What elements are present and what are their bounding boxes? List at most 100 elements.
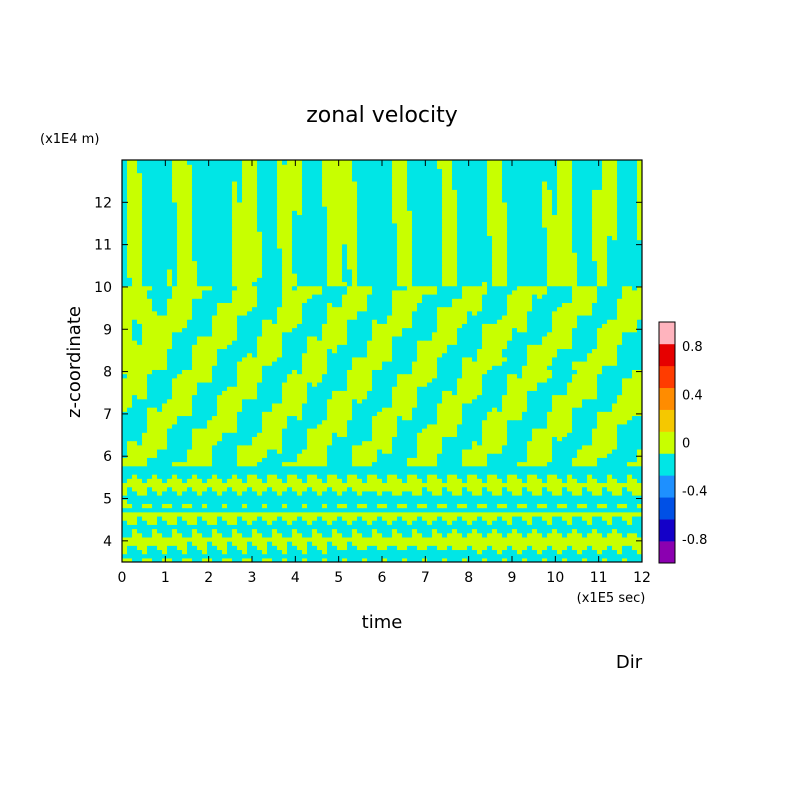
heatmap-cell — [202, 457, 208, 463]
heatmap-cell — [197, 549, 203, 555]
heatmap-cell — [342, 557, 348, 562]
heatmap-cell — [207, 428, 213, 433]
heatmap-cell — [502, 511, 508, 517]
heatmap-cell — [347, 557, 353, 562]
heatmap-cell — [122, 365, 128, 370]
heatmap-cell — [527, 361, 533, 366]
heatmap-cell — [287, 545, 293, 551]
heatmap-cell — [257, 553, 263, 559]
heatmap-cell — [472, 428, 478, 433]
heatmap-cell — [172, 402, 178, 408]
heatmap-cell — [377, 411, 383, 417]
heatmap-cell — [387, 499, 393, 504]
heatmap-cell — [447, 436, 453, 442]
heatmap-cell — [392, 390, 398, 396]
heatmap-cell — [242, 377, 248, 383]
heatmap-cell — [182, 432, 188, 437]
heatmap-cell — [352, 503, 358, 509]
heatmap-cell — [297, 398, 303, 404]
heatmap-cell — [157, 499, 163, 504]
heatmap-cell — [362, 419, 368, 425]
heatmap-cell — [232, 386, 238, 391]
heatmap-cell — [472, 541, 478, 546]
heatmap-cell — [252, 390, 258, 396]
heatmap-cell — [197, 461, 203, 467]
heatmap-cell — [262, 528, 268, 534]
heatmap-cell — [477, 419, 483, 425]
heatmap-cell — [377, 361, 383, 366]
heatmap-cell — [502, 545, 508, 551]
heatmap-cell — [267, 490, 273, 496]
heatmap-cell — [312, 415, 318, 421]
heatmap-cell — [617, 503, 623, 509]
heatmap-cell — [247, 436, 253, 442]
heatmap-cell — [127, 520, 133, 525]
heatmap-cell — [427, 486, 433, 492]
heatmap-cell — [487, 415, 493, 421]
heatmap-cell — [202, 524, 208, 530]
heatmap-cell — [192, 511, 198, 517]
heatmap-cell — [357, 486, 363, 492]
heatmap-cell — [572, 553, 578, 559]
heatmap-cell — [222, 461, 228, 467]
heatmap-cell — [172, 411, 178, 417]
heatmap-cell — [277, 461, 283, 467]
heatmap-cell — [167, 490, 173, 496]
heatmap-cell — [437, 415, 443, 421]
heatmap-cell — [567, 478, 573, 484]
heatmap-cell — [162, 411, 168, 417]
heatmap-cell — [377, 369, 383, 375]
heatmap-cell — [277, 486, 283, 492]
heatmap-cell — [377, 419, 383, 425]
heatmap-cell — [242, 407, 248, 412]
heatmap-cell — [357, 499, 363, 504]
heatmap-cell — [612, 507, 618, 513]
heatmap-cell — [272, 428, 278, 433]
heatmap-cell — [512, 377, 518, 383]
heatmap-cell — [287, 390, 293, 396]
heatmap-cell — [427, 520, 433, 525]
heatmap-cell — [562, 478, 568, 484]
heatmap-cell — [217, 390, 223, 396]
heatmap-cell — [257, 532, 263, 538]
heatmap-cell — [377, 469, 383, 475]
heatmap-cell — [507, 415, 513, 421]
heatmap-cell — [427, 402, 433, 408]
heatmap-cell — [222, 411, 228, 417]
heatmap-cell — [242, 499, 248, 504]
heatmap-cell — [277, 436, 283, 442]
heatmap-cell — [417, 536, 423, 542]
heatmap-cell — [632, 478, 638, 484]
heatmap-cell — [322, 419, 328, 425]
heatmap-cell — [197, 448, 203, 454]
heatmap-cell — [547, 411, 553, 417]
heatmap-cell — [367, 495, 373, 500]
heatmap-cell — [277, 520, 283, 525]
heatmap-cell — [242, 528, 248, 534]
heatmap-cell — [277, 478, 283, 484]
heatmap-cell — [547, 469, 553, 475]
heatmap-cell — [562, 407, 568, 412]
heatmap-cell — [517, 469, 523, 475]
heatmap-cell — [587, 495, 593, 500]
heatmap-cell — [492, 457, 498, 463]
heatmap-cell — [137, 474, 143, 479]
heatmap-cell — [417, 507, 423, 513]
heatmap-cell — [487, 394, 493, 400]
heatmap-cell — [337, 457, 343, 463]
heatmap-cell — [492, 541, 498, 546]
heatmap-cell — [417, 499, 423, 504]
heatmap-cell — [557, 515, 563, 521]
heatmap-cell — [397, 486, 403, 492]
heatmap-cell — [547, 520, 553, 525]
heatmap-cell — [347, 524, 353, 530]
heatmap-cell — [627, 461, 633, 467]
heatmap-cell — [177, 520, 183, 525]
heatmap-cell — [347, 503, 353, 509]
heatmap-cell — [372, 415, 378, 421]
heatmap-cell — [602, 390, 608, 396]
heatmap-cell — [152, 490, 158, 496]
heatmap-cell — [152, 515, 158, 521]
heatmap-cell — [177, 507, 183, 513]
heatmap-cell — [522, 507, 528, 513]
